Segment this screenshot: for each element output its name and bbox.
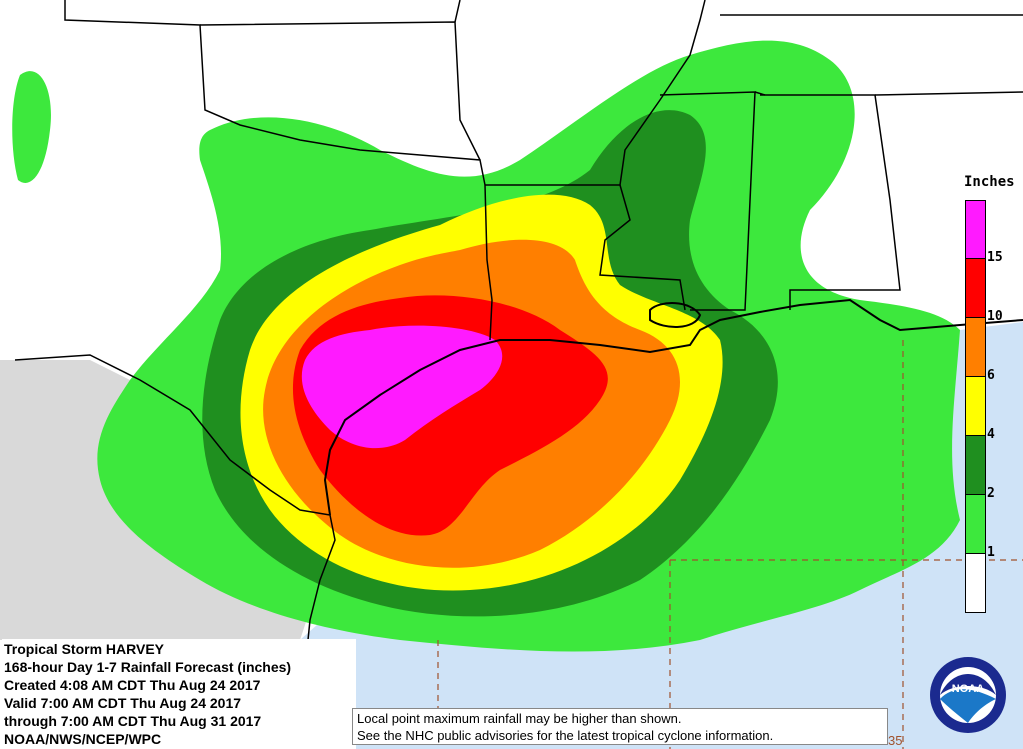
storm-name: Tropical Storm HARVEY [4, 641, 165, 657]
disclaimer-line-1: Local point maximum rainfall may be high… [357, 711, 682, 726]
legend-tick-label: 1 [987, 545, 995, 560]
logo-text: NOAA [952, 683, 984, 695]
legend-tick-label: 15 [987, 250, 1003, 265]
valid-time: Valid 7:00 AM CDT Thu Aug 24 2017 [4, 695, 242, 711]
noaa-logo-icon: NOAA [930, 657, 1006, 733]
legend-swatch [965, 495, 986, 554]
product-name: 168-hour Day 1-7 Rainfall Forecast (inch… [4, 659, 292, 675]
legend-tick-label: 6 [987, 368, 995, 383]
rainfall-contours [12, 40, 960, 652]
legend-tick-label: 2 [987, 486, 995, 501]
texas-louisiana-border [484, 184, 493, 341]
partial-grid-label: 35 [888, 733, 902, 748]
created-time: Created 4:08 AM CDT Thu Aug 24 2017 [4, 677, 261, 693]
legend-swatch [965, 377, 986, 436]
legend-swatch [965, 259, 986, 318]
logo-bird-shape [940, 689, 996, 723]
agency-name: NOAA/NWS/NCEP/WPC [4, 731, 162, 747]
legend-title: Inches [964, 174, 1015, 190]
logo-sky-shape [940, 674, 996, 695]
legend-tick-label: 4 [987, 427, 995, 442]
oklahoma-border [199, 21, 481, 161]
coastline [323, 298, 1023, 516]
legend-swatch [965, 436, 986, 495]
disclaimer-line-2: See the NHC public advisories for the la… [357, 728, 774, 743]
contour-15-inch [301, 325, 503, 449]
louisiana-border [599, 184, 686, 311]
legend-swatch [965, 200, 986, 259]
through-time: through 7:00 AM CDT Thu Aug 31 2017 [4, 713, 262, 729]
georgia-border [874, 91, 1023, 96]
legend-swatch [965, 554, 986, 613]
state-boundaries [14, 0, 1023, 641]
rainfall-legend-bar [965, 200, 986, 613]
legend-tick-label: 10 [987, 309, 1003, 324]
forecast-title-block: Tropical Storm HARVEY 168-hour Day 1-7 R… [2, 639, 356, 749]
texas-mexico-border [14, 354, 336, 641]
lake-pontchartrain [649, 302, 702, 328]
texas-panhandle-border [64, 0, 486, 186]
gulf-coastline [323, 298, 1023, 516]
alabama-border [760, 94, 901, 310]
disclaimer-box: Local point maximum rainfall may be high… [352, 708, 888, 745]
legend-swatch [965, 318, 986, 377]
